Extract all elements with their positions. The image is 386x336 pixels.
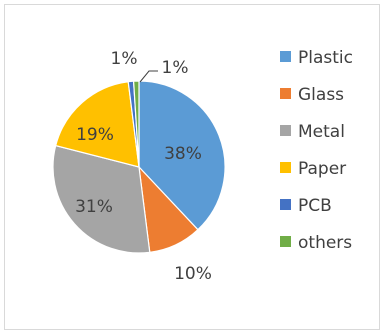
legend-label-metal: Metal [298, 122, 345, 142]
legend-label-glass: Glass [298, 85, 344, 105]
pie-slice-paper [54, 81, 140, 168]
legend-label-pcb: PCB [298, 196, 332, 216]
legend-swatch-plastic [280, 51, 291, 62]
legend-swatch-others [280, 236, 291, 247]
data-label-metal: 31% [75, 197, 113, 217]
leader-line-others [139, 70, 158, 83]
data-label-glass: 10% [174, 264, 212, 284]
data-label-others: 1% [162, 58, 189, 78]
data-label-pcb: 1% [111, 49, 138, 69]
legend-swatch-pcb [280, 199, 291, 210]
pie-slice-others [132, 80, 140, 168]
legend-swatch-metal [280, 125, 291, 136]
legend-swatch-paper [280, 162, 291, 173]
legend-swatch-glass [280, 88, 291, 99]
data-label-plastic: 38% [164, 144, 202, 164]
legend-label-plastic: Plastic [298, 48, 353, 68]
pie-slice-metal [52, 144, 151, 254]
data-label-paper: 19% [76, 125, 114, 145]
pie-slice-plastic [138, 80, 226, 231]
legend-label-others: others [298, 233, 352, 253]
legend-label-paper: Paper [298, 159, 346, 179]
